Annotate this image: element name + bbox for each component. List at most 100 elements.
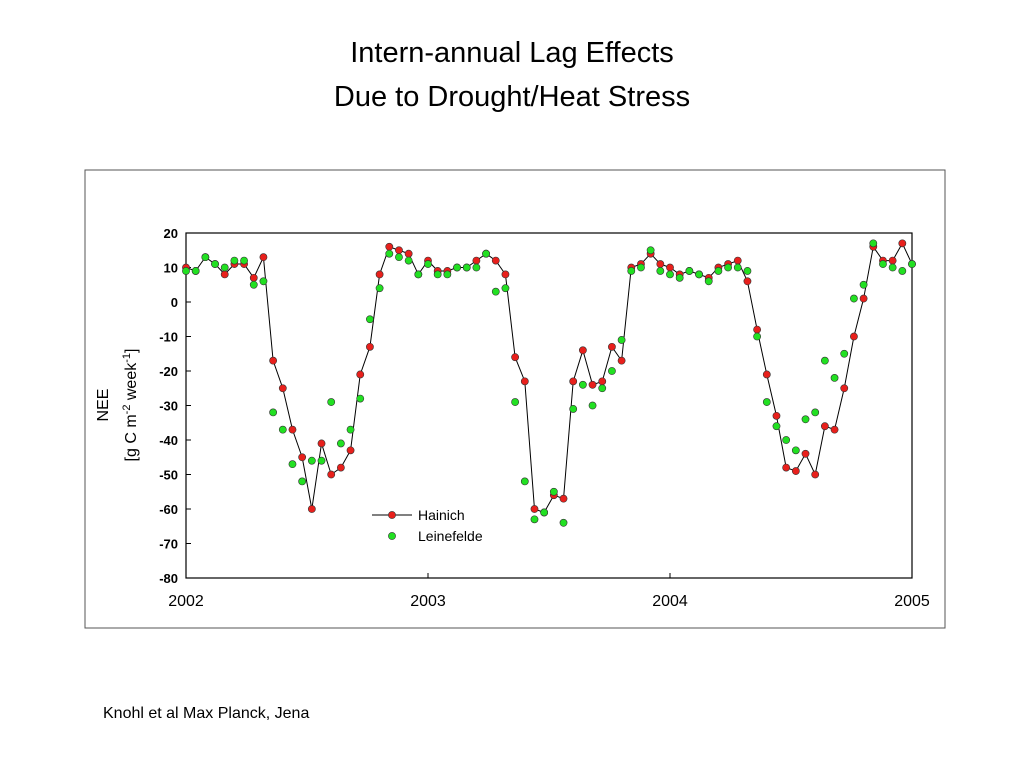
data-point bbox=[462, 263, 471, 272]
data-point bbox=[249, 273, 258, 282]
x-tick-label: 2002 bbox=[168, 593, 204, 610]
data-point bbox=[569, 405, 578, 413]
y-tick-label: 0 bbox=[171, 295, 178, 310]
data-point bbox=[307, 456, 316, 465]
data-point bbox=[491, 287, 500, 296]
data-point bbox=[472, 263, 481, 272]
data-point bbox=[288, 460, 297, 469]
data-point bbox=[869, 239, 878, 248]
legend-label: Hainich bbox=[418, 507, 465, 523]
data-point bbox=[336, 439, 345, 448]
legend-marker bbox=[388, 511, 396, 519]
data-point bbox=[404, 249, 413, 258]
data-point bbox=[501, 284, 510, 293]
data-point bbox=[578, 346, 587, 355]
y-tick-label: -50 bbox=[159, 468, 178, 483]
data-point bbox=[424, 260, 432, 268]
plot-area bbox=[185, 232, 913, 579]
data-point bbox=[801, 449, 810, 458]
x-tick-label: 2003 bbox=[410, 593, 446, 610]
data-point bbox=[453, 263, 461, 272]
chart-title: Intern-annual Lag Effects bbox=[350, 37, 674, 69]
data-point bbox=[666, 270, 674, 279]
data-point bbox=[346, 425, 355, 434]
data-point bbox=[249, 280, 258, 289]
data-point bbox=[298, 477, 307, 486]
data-point bbox=[830, 373, 839, 382]
data-point bbox=[336, 463, 345, 472]
data-point bbox=[317, 439, 326, 448]
data-point bbox=[859, 280, 868, 289]
data-point bbox=[530, 505, 539, 513]
data-point bbox=[540, 508, 549, 517]
data-point bbox=[520, 377, 529, 386]
y-tick-label: -30 bbox=[159, 399, 178, 414]
data-point bbox=[762, 370, 771, 379]
y-tick-label: 10 bbox=[164, 261, 178, 276]
data-point bbox=[588, 380, 597, 389]
data-point bbox=[753, 332, 762, 341]
data-point bbox=[791, 467, 800, 475]
footer: Knohl et al Max Planck, Jena bbox=[103, 705, 309, 722]
data-point bbox=[327, 398, 336, 406]
data-point bbox=[898, 239, 907, 248]
y-label-part: [g C m bbox=[123, 414, 140, 461]
data-point bbox=[608, 342, 616, 351]
data-point bbox=[269, 356, 278, 365]
data-point bbox=[191, 267, 200, 275]
data-point bbox=[656, 260, 665, 268]
data-point bbox=[753, 325, 762, 334]
data-point bbox=[201, 253, 210, 262]
data-point bbox=[327, 470, 336, 479]
data-point bbox=[850, 294, 858, 303]
data-point bbox=[743, 267, 752, 275]
data-point bbox=[879, 260, 887, 268]
chart-frame bbox=[84, 169, 946, 629]
data-point bbox=[782, 463, 791, 472]
data-point bbox=[743, 277, 752, 286]
data-point bbox=[772, 411, 781, 420]
data-point bbox=[830, 425, 839, 434]
x-tick-label: 2004 bbox=[652, 593, 688, 610]
y-label-part: ] bbox=[123, 349, 140, 353]
y-tick-label: -10 bbox=[159, 330, 178, 345]
data-point bbox=[269, 408, 278, 417]
data-point bbox=[443, 270, 452, 279]
data-point bbox=[259, 253, 268, 262]
data-point bbox=[356, 394, 365, 403]
data-point bbox=[598, 377, 607, 386]
data-point bbox=[704, 277, 713, 286]
series-line bbox=[185, 242, 913, 514]
data-point bbox=[762, 398, 771, 406]
data-point bbox=[801, 415, 810, 424]
data-point bbox=[782, 436, 791, 444]
data-point bbox=[733, 263, 742, 272]
data-point bbox=[220, 263, 229, 272]
data-point bbox=[375, 270, 384, 279]
data-point bbox=[549, 487, 558, 496]
data-point bbox=[840, 349, 849, 358]
data-point bbox=[317, 456, 326, 465]
data-point bbox=[433, 270, 442, 279]
data-point bbox=[733, 256, 742, 265]
data-point bbox=[898, 267, 907, 275]
data-point bbox=[627, 267, 636, 275]
data-point bbox=[714, 267, 723, 275]
y-axis-label: NEE bbox=[95, 389, 112, 422]
data-point bbox=[530, 515, 539, 524]
data-point bbox=[182, 267, 190, 275]
data-point bbox=[578, 380, 587, 389]
data-point bbox=[811, 470, 820, 479]
legend-marker bbox=[388, 532, 396, 540]
data-point bbox=[385, 242, 394, 251]
data-point bbox=[811, 408, 820, 417]
data-point bbox=[724, 263, 732, 272]
data-point bbox=[820, 422, 829, 431]
y-tick-label: 20 bbox=[164, 226, 178, 241]
data-point bbox=[675, 273, 684, 282]
data-point bbox=[791, 446, 800, 455]
data-point bbox=[230, 256, 239, 265]
data-point bbox=[366, 342, 374, 351]
